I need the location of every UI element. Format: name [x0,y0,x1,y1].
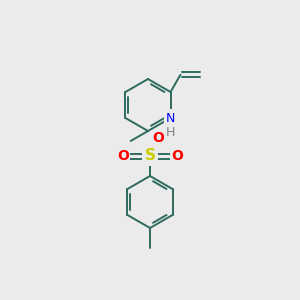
Text: O: O [152,131,164,145]
Text: S: S [145,148,155,164]
Text: H: H [165,125,175,139]
Text: O: O [171,149,183,163]
Text: N: N [166,112,175,124]
Text: O: O [117,149,129,163]
